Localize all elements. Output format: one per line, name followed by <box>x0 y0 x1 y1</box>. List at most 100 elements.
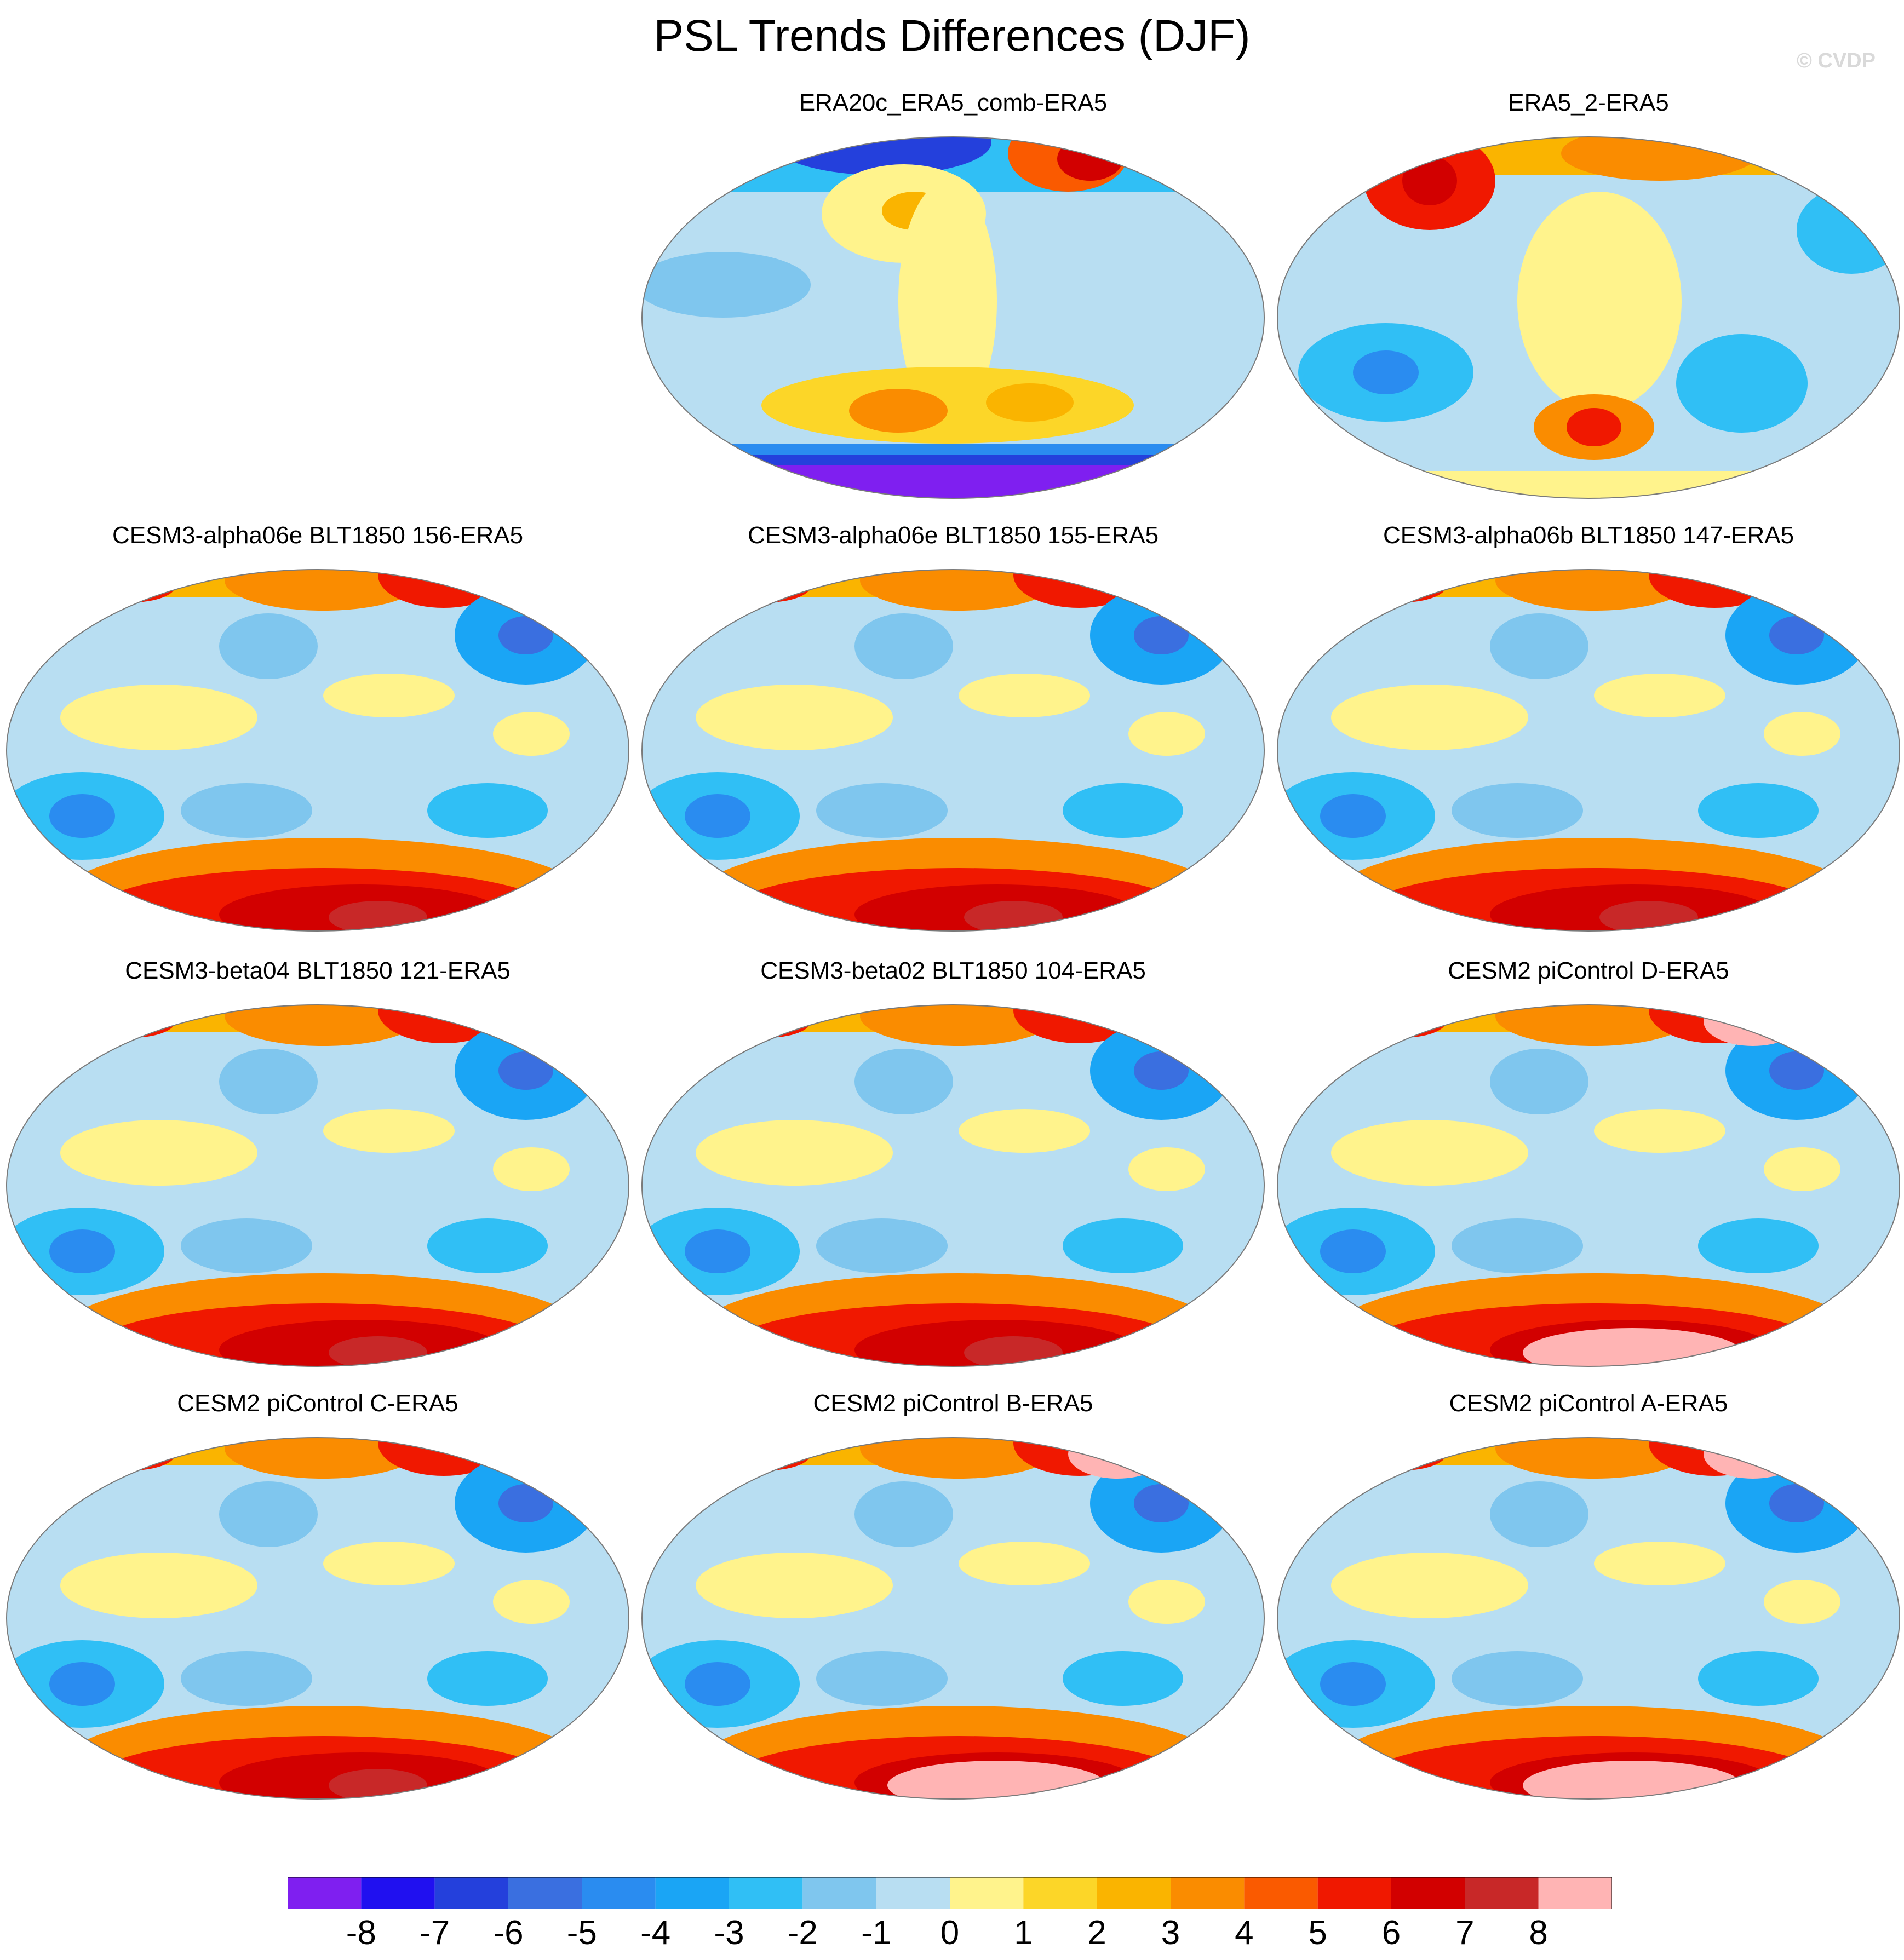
colorbar-box <box>655 1877 729 1909</box>
map-panel: CESM2 piControl C-ERA5 <box>5 1388 630 1810</box>
panel-title: CESM2 piControl A-ERA5 <box>1449 1390 1728 1417</box>
indian-ocean-low-core <box>49 794 115 838</box>
southern-ocean-max <box>329 901 427 931</box>
panel-title: CESM3-beta02 BLT1850 104-ERA5 <box>760 957 1146 984</box>
tropical-positive <box>959 1109 1090 1153</box>
pacific-low <box>854 613 953 679</box>
colorbar-box <box>802 1877 876 1909</box>
colorbar-tick-label: -5 <box>566 1914 597 1952</box>
colorbar-box <box>361 1877 435 1909</box>
atlantic-low-core <box>1134 1484 1189 1522</box>
pacific-south-low <box>1452 783 1583 838</box>
colorbar-box <box>1097 1877 1171 1909</box>
map-panel: CESM3-beta04 BLT1850 121-ERA5 <box>5 956 630 1377</box>
arctic-high <box>860 1005 1057 1046</box>
arctic-high <box>1495 1005 1693 1046</box>
colorbar-box <box>1391 1877 1465 1909</box>
atlantic-south-low <box>1698 1651 1819 1706</box>
atlantic-positive <box>1128 1147 1205 1191</box>
colorbar-box <box>434 1877 508 1909</box>
colorbar-box <box>582 1877 656 1909</box>
pacific-low <box>1490 1481 1588 1547</box>
colorbar-tick-label: 4 <box>1235 1914 1254 1952</box>
atlantic-south-low <box>427 1651 548 1706</box>
southern-ocean-max <box>1599 901 1698 931</box>
figure-title: PSL Trends Differences (DJF) <box>653 11 1251 61</box>
maritime-positive <box>696 685 893 750</box>
indian-ocean-low-core <box>1320 1662 1386 1706</box>
panel-title: CESM2 piControl B-ERA5 <box>813 1390 1093 1417</box>
atlantic-positive <box>1764 1147 1840 1191</box>
tropical-positive <box>1594 674 1725 717</box>
north-pacific-low <box>772 137 991 175</box>
map-outline <box>641 569 1265 932</box>
colorbar-tick-label: 0 <box>940 1914 960 1952</box>
colorbar-tick-label: -1 <box>861 1914 892 1952</box>
map-outline <box>641 1437 1265 1800</box>
southern-ocean-max <box>964 1336 1063 1366</box>
atlantic-low-core <box>1769 1051 1824 1090</box>
atlantic-low-core <box>498 616 553 654</box>
panel-title: ERA20c_ERA5_comb-ERA5 <box>799 89 1108 116</box>
atlantic-low-core <box>1134 616 1189 654</box>
atlantic-south-low <box>427 1218 548 1273</box>
atlantic-south-low <box>427 783 548 838</box>
siberian-high <box>1358 1005 1446 1038</box>
pacific-south-low <box>181 1651 312 1706</box>
colorbar-tick-label: 8 <box>1529 1914 1548 1952</box>
robinson-map <box>641 1004 1265 1367</box>
map-outline <box>1277 569 1900 932</box>
map-panel: CESM2 piControl A-ERA5 <box>1276 1388 1901 1810</box>
indian-ocean-low-core <box>49 1662 115 1706</box>
southern-positive-core <box>1567 408 1621 446</box>
panel-title: ERA5_2-ERA5 <box>1508 89 1669 116</box>
panel-title: CESM3-alpha06e BLT1850 155-ERA5 <box>747 522 1159 549</box>
southern-ocean-max <box>964 901 1063 931</box>
watermark: © CVDP <box>1796 49 1876 72</box>
siberian-high <box>1358 570 1446 602</box>
maritime-positive <box>1331 1553 1528 1618</box>
arctic-high <box>860 570 1057 611</box>
tropical-positive <box>898 181 997 422</box>
colorbar-box <box>876 1877 950 1909</box>
colorbar-tick-label: 1 <box>1014 1914 1033 1952</box>
indian-ocean-low-core <box>685 794 750 838</box>
robinson-map <box>1277 1004 1900 1367</box>
atlantic-positive <box>1128 712 1205 756</box>
map-panel: ERA20c_ERA5_comb-ERA5 <box>641 88 1265 509</box>
arctic-high <box>860 1438 1057 1479</box>
pacific-low <box>1490 613 1588 679</box>
atlantic-south-low <box>1063 1651 1183 1706</box>
pacific-high-core <box>1402 156 1457 205</box>
colorbar-box <box>1171 1877 1245 1909</box>
indian-ocean-low-core <box>685 1229 750 1273</box>
maritime-positive <box>60 1120 257 1186</box>
pacific-south-low <box>181 783 312 838</box>
arctic-high <box>225 1438 422 1479</box>
tropical-positive <box>323 1109 455 1153</box>
siberian-high <box>88 1005 175 1038</box>
arctic-high <box>1495 1438 1693 1479</box>
map-outline <box>641 136 1265 499</box>
robinson-map <box>1277 136 1900 499</box>
tropical-positive <box>1594 1542 1725 1585</box>
southern-positive-core <box>849 389 948 433</box>
tropical-positive <box>1517 192 1682 411</box>
siberian-high <box>88 1438 175 1470</box>
southern-gradient-2 <box>642 455 1264 465</box>
robinson-map <box>6 569 629 932</box>
colorbar-box <box>1317 1877 1391 1909</box>
southern-ocean-max <box>329 1769 427 1799</box>
tropical-positive <box>323 1542 455 1585</box>
southern-negative-2 <box>1676 334 1808 433</box>
robinson-map <box>641 1437 1265 1800</box>
pacific-low <box>219 1049 318 1114</box>
maritime-positive <box>60 1553 257 1618</box>
pacific-low <box>219 613 318 679</box>
colorbar-tick-label: -6 <box>493 1914 524 1952</box>
colorbar-tick-label: -7 <box>420 1914 450 1952</box>
pacific-low <box>1490 1049 1588 1114</box>
tropical-positive <box>1594 1109 1725 1153</box>
siberian-high <box>723 1438 811 1470</box>
maritime-positive <box>1331 1120 1528 1186</box>
